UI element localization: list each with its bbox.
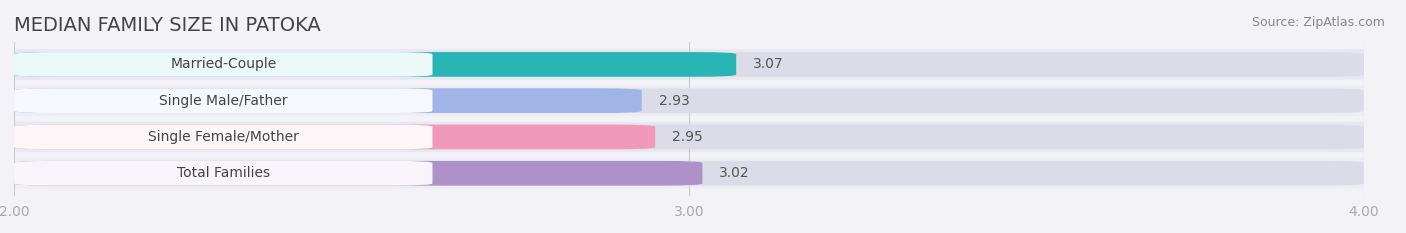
FancyBboxPatch shape: [14, 52, 1364, 77]
FancyBboxPatch shape: [14, 125, 1364, 149]
Text: 2.95: 2.95: [672, 130, 703, 144]
FancyBboxPatch shape: [14, 88, 433, 113]
Text: 3.07: 3.07: [754, 57, 783, 72]
FancyBboxPatch shape: [14, 88, 1364, 113]
Text: Married-Couple: Married-Couple: [170, 57, 277, 72]
FancyBboxPatch shape: [14, 86, 1364, 116]
FancyBboxPatch shape: [14, 161, 703, 185]
FancyBboxPatch shape: [14, 125, 655, 149]
FancyBboxPatch shape: [14, 88, 641, 113]
FancyBboxPatch shape: [14, 161, 433, 185]
FancyBboxPatch shape: [14, 158, 1364, 188]
FancyBboxPatch shape: [14, 49, 1364, 80]
FancyBboxPatch shape: [14, 52, 737, 77]
Text: Single Female/Mother: Single Female/Mother: [148, 130, 298, 144]
Text: Total Families: Total Families: [177, 166, 270, 180]
Text: 2.93: 2.93: [658, 94, 689, 108]
FancyBboxPatch shape: [14, 125, 433, 149]
Text: MEDIAN FAMILY SIZE IN PATOKA: MEDIAN FAMILY SIZE IN PATOKA: [14, 16, 321, 35]
Text: 3.02: 3.02: [720, 166, 749, 180]
FancyBboxPatch shape: [14, 161, 1364, 185]
Text: Single Male/Father: Single Male/Father: [159, 94, 287, 108]
FancyBboxPatch shape: [14, 52, 433, 77]
FancyBboxPatch shape: [14, 122, 1364, 152]
Text: Source: ZipAtlas.com: Source: ZipAtlas.com: [1251, 16, 1385, 29]
